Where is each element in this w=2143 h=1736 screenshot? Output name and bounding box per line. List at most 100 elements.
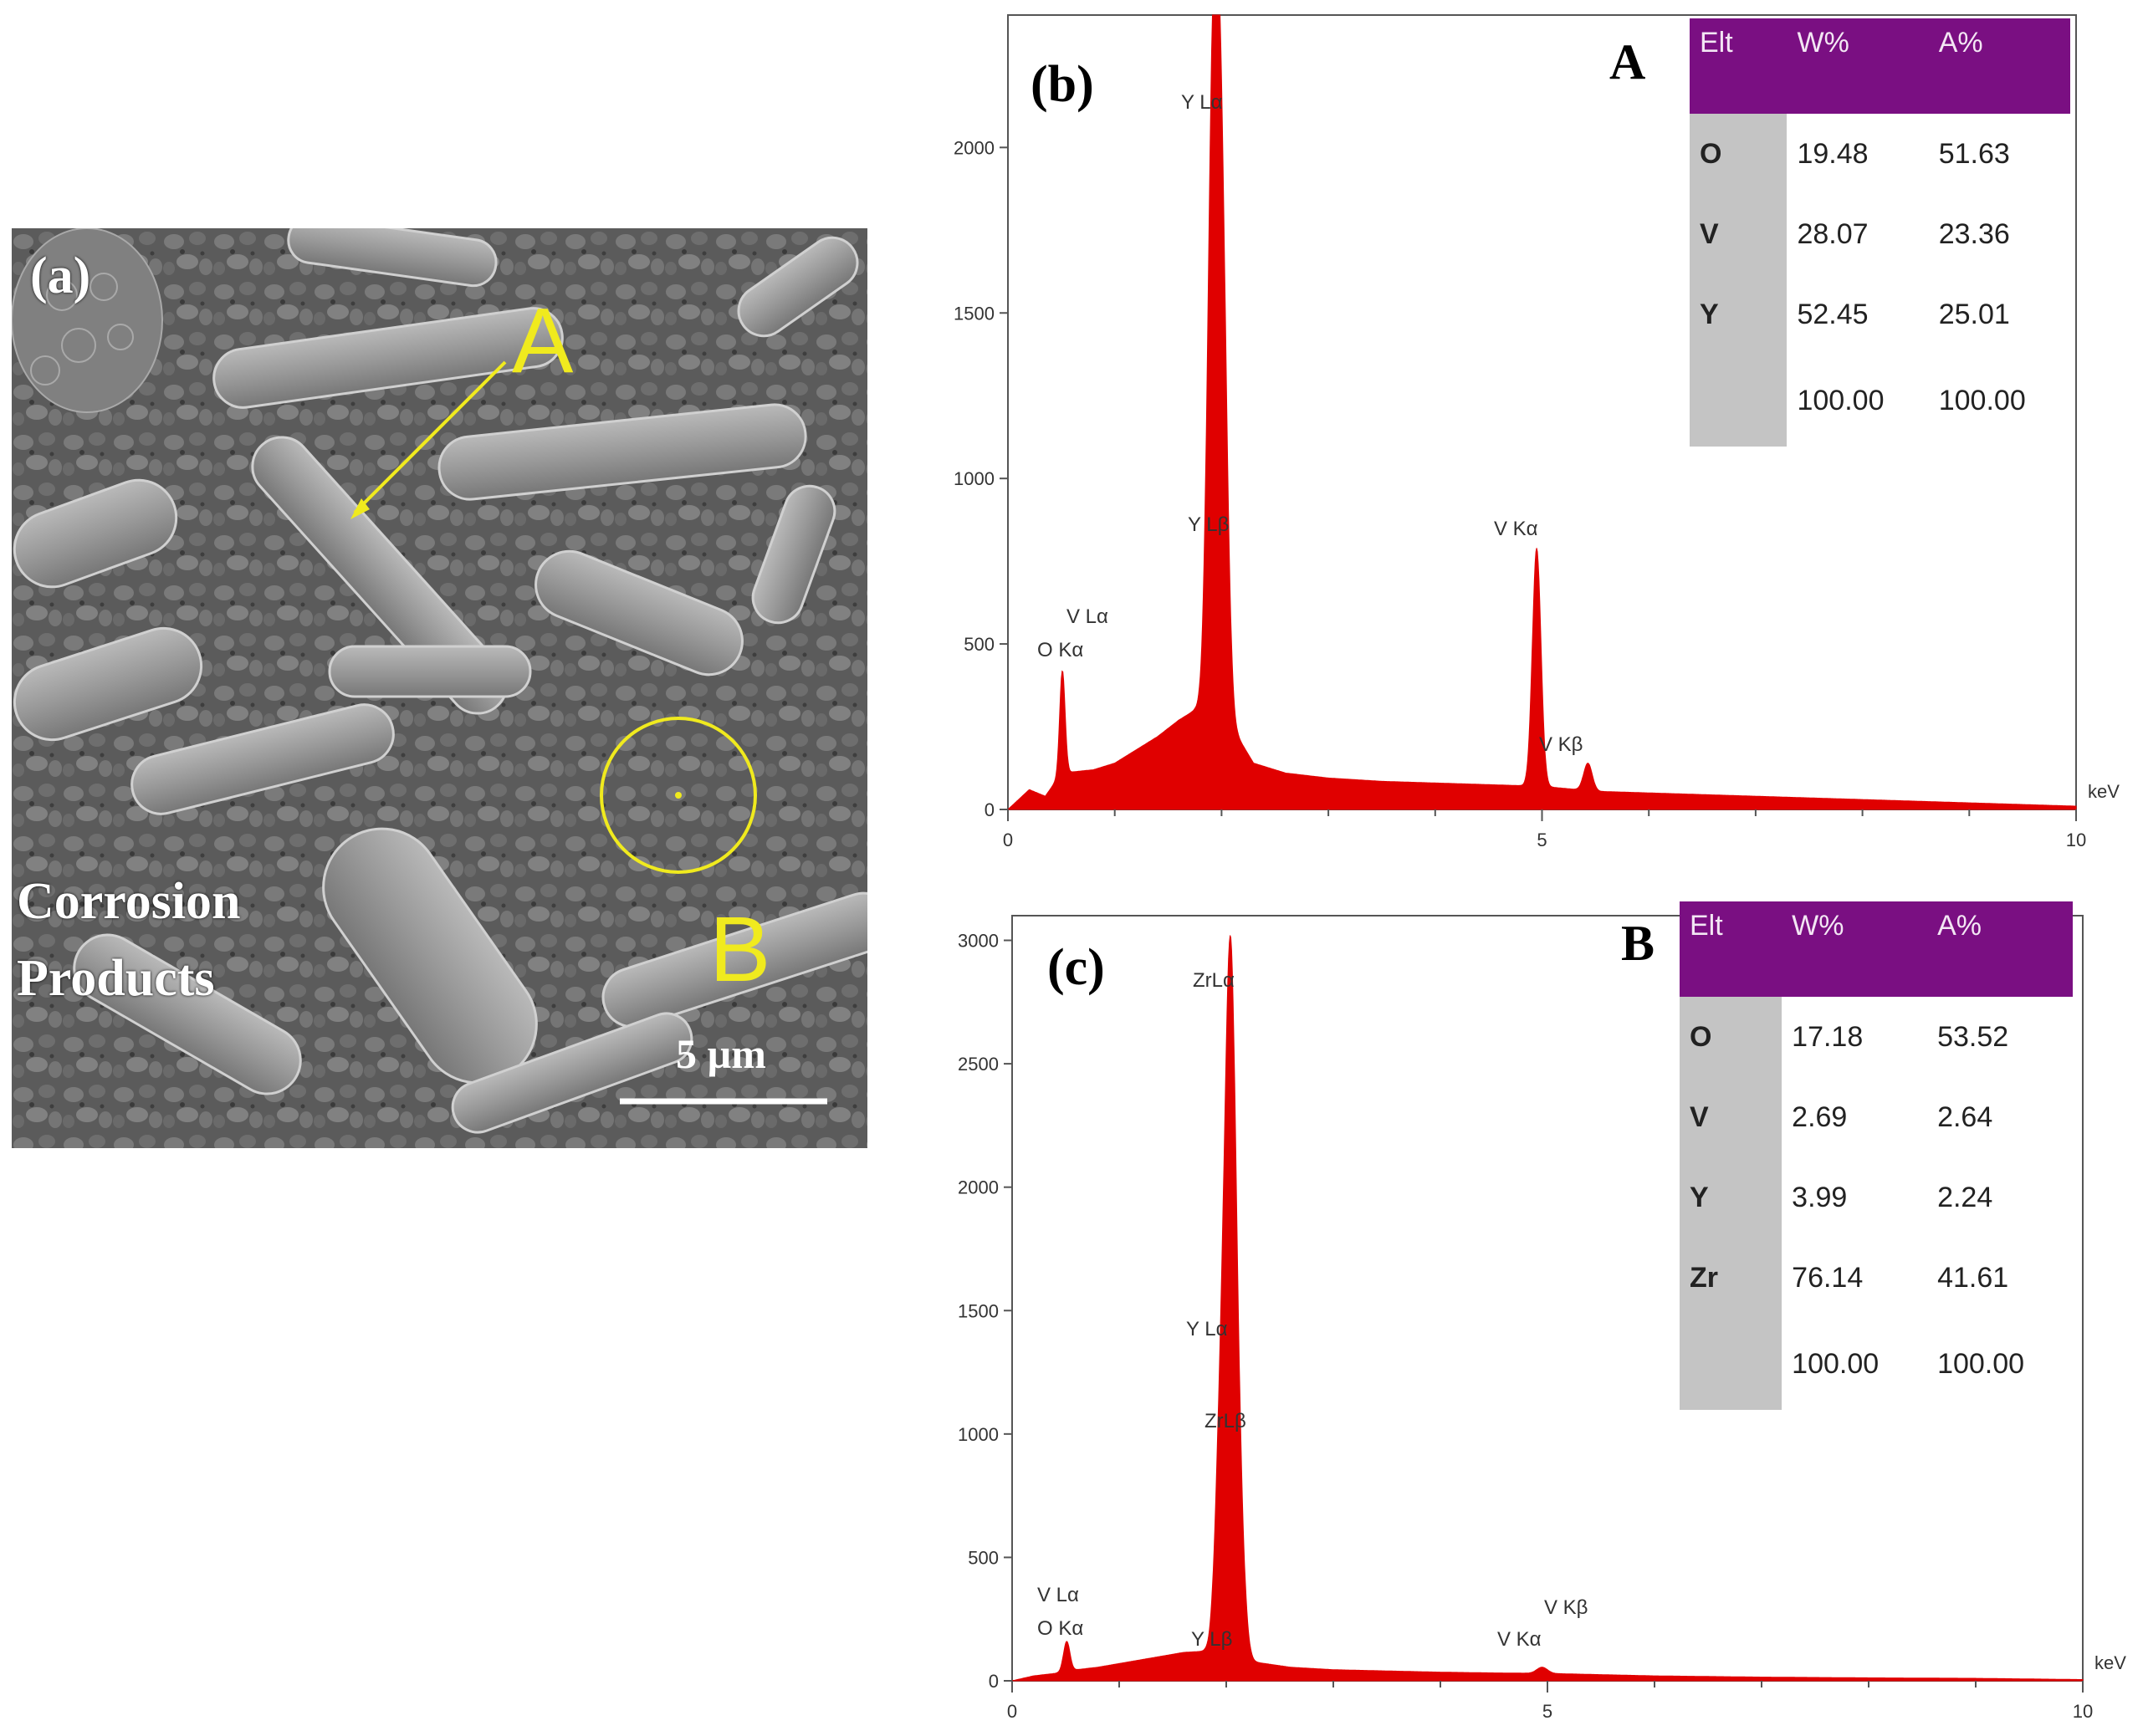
peak-label: ZrLβ xyxy=(1204,1410,1246,1432)
table-cell: 2.24 xyxy=(1937,1181,1993,1213)
arrow-to-point-a xyxy=(353,360,507,514)
table-cell: 52.45 xyxy=(1797,298,1869,330)
panel-a-label: (a) xyxy=(30,248,91,304)
table-row: 100.00 100.00 xyxy=(1680,1318,2073,1410)
peak-label: V Lα xyxy=(1066,605,1108,628)
table-cell: O xyxy=(1680,997,1782,1077)
x-tick-label: 10 xyxy=(2073,1701,2093,1722)
y-tick-label: 0 xyxy=(989,1671,999,1692)
table-header-cell: A% xyxy=(1928,18,2070,114)
table-row: Y 3.99 2.24 xyxy=(1680,1157,2073,1238)
table-cell xyxy=(1690,355,1788,447)
table-header-row: Elt W% A% xyxy=(1680,901,2073,997)
table-header-cell: W% xyxy=(1782,901,1928,997)
table-cell: 100.00 xyxy=(1938,384,2026,416)
peak-label: V Kα xyxy=(1494,518,1538,540)
point-b-circle xyxy=(600,717,757,874)
table-cell: 17.18 xyxy=(1792,1020,1864,1053)
corrosion-products-label-line1: Corrosion xyxy=(17,873,241,930)
table-cell: 2.69 xyxy=(1792,1100,1848,1133)
y-tick-label: 2500 xyxy=(958,1054,999,1075)
table-cell: 25.01 xyxy=(1938,298,2010,330)
table-header-cell: A% xyxy=(1927,901,2073,997)
table-cell: Y xyxy=(1690,274,1788,355)
peak-label: V Kα xyxy=(1497,1628,1542,1651)
table-cell: Zr xyxy=(1680,1238,1782,1318)
y-tick-label: 1500 xyxy=(954,303,995,324)
table-cell: V xyxy=(1690,194,1788,274)
x-tick-label: 0 xyxy=(1007,1701,1017,1722)
scale-bar-label: 5 µm xyxy=(676,1030,766,1077)
table-cell: 19.48 xyxy=(1797,137,1869,170)
table-header-cell: Elt xyxy=(1680,901,1782,997)
y-tick-label: 3000 xyxy=(958,931,999,952)
peak-label: O Kα xyxy=(1037,639,1083,661)
eds-spectrum-c-plot: 0 500 1000 1500 2000 2500 3000 0 5 10 keV V Lα O Kα Z… xyxy=(958,915,2126,1722)
y-tick-label: 1500 xyxy=(958,1300,999,1321)
x-tick-label: 10 xyxy=(2066,830,2086,850)
table-row: Y 52.45 25.01 xyxy=(1690,274,2070,355)
peak-label: O Kα xyxy=(1037,1617,1083,1640)
peak-label: Y Lβ xyxy=(1188,513,1229,536)
table-cell: 51.63 xyxy=(1938,137,2010,170)
table-cell xyxy=(1680,1318,1782,1410)
table-cell: Y xyxy=(1680,1157,1782,1238)
table-row: O 17.18 53.52 xyxy=(1680,997,2073,1077)
table-cell: 100.00 xyxy=(1797,384,1885,416)
peak-label: V Kβ xyxy=(1544,1596,1588,1619)
spectrum-area xyxy=(1011,935,2084,1682)
y-tick-label: 500 xyxy=(964,634,995,655)
y-tick-label: 1000 xyxy=(954,468,995,489)
spectrum-area xyxy=(1006,14,2077,810)
x-axis-label: keV xyxy=(2088,781,2120,802)
table-cell: 3.99 xyxy=(1792,1181,1848,1213)
peak-label: ZrLα xyxy=(1193,969,1235,992)
y-tick-label: 500 xyxy=(968,1547,999,1568)
y-tick-label: 2000 xyxy=(954,137,995,158)
spectrum-c-point-label: B xyxy=(1621,916,1655,971)
eds-spectrum-b-plot: 0 500 1000 1500 2000 0 5 10 keV V Lα O Kα Y Lα Y Lβ V… xyxy=(954,14,2120,850)
eds-spectrum-b: 0 500 1000 1500 2000 0 5 10 keV V Lα O Kα Y Lα Y Lβ V… xyxy=(920,0,2143,895)
x-axis-label: keV xyxy=(2094,1652,2126,1673)
spectrum-b-point-label: A xyxy=(1609,34,1646,89)
table-row: V 2.69 2.64 xyxy=(1680,1077,2073,1157)
table-cell: 23.36 xyxy=(1938,217,2010,250)
x-tick-label: 5 xyxy=(1537,830,1547,850)
panel-c-label: (c) xyxy=(1047,939,1105,996)
table-cell: 41.61 xyxy=(1937,1261,2009,1294)
peak-label: Y Lα xyxy=(1186,1318,1228,1340)
peak-label: Y Lα xyxy=(1181,91,1223,114)
table-row: Zr 76.14 41.61 xyxy=(1680,1238,2073,1318)
table-cell: 100.00 xyxy=(1937,1347,2025,1380)
x-tick-label: 5 xyxy=(1542,1701,1552,1722)
point-a-label: A xyxy=(512,289,574,392)
y-tick-label: 0 xyxy=(985,799,995,820)
eds-spectrum-c: 0 500 1000 1500 2000 2500 3000 0 5 10 keV V Lα O Kα Z… xyxy=(920,882,2143,1736)
table-cell: 2.64 xyxy=(1937,1100,1993,1133)
table-cell: 28.07 xyxy=(1797,217,1869,250)
table-header-row: Elt W% A% xyxy=(1690,18,2070,114)
table-row: V 28.07 23.36 xyxy=(1690,194,2070,274)
sem-micrograph: (a) A B Corrosion Products 5 µm xyxy=(12,228,867,1148)
y-tick-label: 1000 xyxy=(958,1424,999,1445)
table-cell: 76.14 xyxy=(1792,1261,1864,1294)
table-cell: V xyxy=(1680,1077,1782,1157)
y-tick-label: 2000 xyxy=(958,1177,999,1198)
corrosion-products-label-line2: Products xyxy=(17,950,215,1007)
table-row: O 19.48 51.63 xyxy=(1690,114,2070,194)
peak-label: V Kβ xyxy=(1539,733,1583,756)
table-header-cell: Elt xyxy=(1690,18,1788,114)
panel-b-label: (b) xyxy=(1031,56,1094,113)
point-b-label: B xyxy=(709,898,771,1001)
table-header-cell: W% xyxy=(1787,18,1929,114)
eds-table-point-a: Elt W% A% O 19.48 51.63 V 28.07 23.36 Y 52.45 25.01… xyxy=(1690,18,2070,447)
x-tick-label: 0 xyxy=(1003,830,1013,850)
eds-table-point-b: Elt W% A% O 17.18 53.52 V 2.69 2.64 Y 3.99 2.24 Zr 76… xyxy=(1680,901,2073,1410)
sem-texture xyxy=(12,228,867,1148)
peak-label: V Lα xyxy=(1037,1584,1079,1606)
table-row: 100.00 100.00 xyxy=(1690,355,2070,447)
table-cell: O xyxy=(1690,114,1788,194)
peak-label: Y Lβ xyxy=(1191,1628,1232,1651)
table-cell: 53.52 xyxy=(1937,1020,2009,1053)
table-cell: 100.00 xyxy=(1792,1347,1880,1380)
